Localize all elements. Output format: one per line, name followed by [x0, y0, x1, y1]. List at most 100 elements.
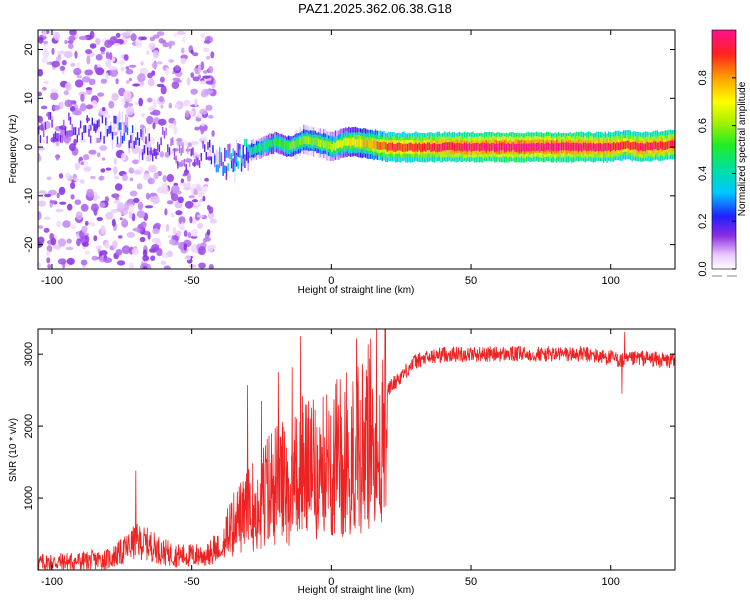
spectrogram-noise-blob [86, 188, 94, 198]
spectrogram-ridge-cell [334, 142, 337, 151]
spectrogram-ridge-cell [673, 140, 675, 149]
spectrogram-ridge-cell [403, 143, 405, 152]
spectrogram-noise-blob [183, 101, 191, 107]
spectrogram-ridge-cell [252, 146, 254, 155]
spectrogram-noise-blob [149, 111, 157, 116]
spectrogram-ridge-cell [264, 141, 266, 150]
spectrogram-ridge-cell [520, 143, 523, 152]
spectrogram-noise-blob [125, 80, 130, 84]
spectrogram-ridge-cell [138, 137, 140, 146]
spectrogram-ridge-cell [260, 143, 263, 152]
spectrogram-noise-blob [41, 105, 48, 110]
spectrogram-ridge-cell [41, 123, 43, 131]
bottom-y-tick-label: 3000 [23, 342, 35, 366]
spectrogram-noise-blob [38, 147, 46, 151]
spectrogram-ridge-cell [455, 143, 457, 151]
spectrogram-noise-blob [142, 249, 148, 257]
spectrogram-ridge-cell [155, 151, 157, 160]
spectrogram-ridge-cell [425, 143, 427, 152]
colorbar-label: Normalized spectral amplitude [737, 81, 748, 216]
spectrogram-noise-blob [148, 164, 157, 173]
spectrogram-ridge-cell [212, 151, 214, 166]
spectrogram-ridge-cell [147, 127, 149, 142]
spectrogram-noise-blob [202, 70, 208, 74]
spectrogram-ridge-cell [395, 144, 397, 152]
spectrogram-noise-blob [115, 32, 121, 38]
spectrogram-ridge-cell [304, 136, 306, 145]
spectrogram-ridge-cell [545, 142, 548, 151]
spectrogram-noise-blob [70, 181, 76, 190]
spectrogram-noise-blob [165, 67, 169, 76]
spectrogram-ridge-cell [636, 142, 638, 151]
spectrogram-ridge-cell [381, 142, 383, 150]
spectrogram-ridge-cell [487, 142, 489, 151]
spectrogram-noise-blob [94, 137, 102, 143]
bottom-x-tick-label: 0 [328, 576, 334, 588]
spectrogram-ridge-cell [259, 144, 261, 153]
spectrogram-noise-blob [122, 174, 128, 182]
spectrogram-noise-blob [203, 47, 210, 52]
spectrogram-ridge-cell [463, 142, 466, 151]
spectrogram-noise-blob [128, 167, 135, 174]
spectrogram-noise-blob [186, 173, 191, 182]
spectrogram-noise-blob [38, 190, 47, 195]
spectrogram-ridge-cell [438, 143, 440, 152]
spectrogram-ridge-cell [301, 137, 303, 145]
spectrogram-frame [37, 29, 676, 270]
spectrogram-noise-blob [208, 264, 214, 269]
spectrogram-ridge-cell [140, 129, 142, 137]
spectrogram-ridge-cell [488, 143, 491, 152]
spectrogram-noise-blob [142, 266, 148, 269]
spectrogram-ridge-cell [245, 139, 248, 147]
spectrogram-noise-blob [185, 158, 193, 163]
spectrogram-ridge-cell [170, 138, 172, 146]
spectrogram-ridge-cell [485, 143, 487, 152]
bottom-x-tick-label: -50 [184, 576, 200, 588]
spectrogram-noise-blob [180, 178, 185, 184]
spectrogram-ridge-cell [621, 141, 623, 150]
colorbar-tick-label: 0.2 [697, 214, 709, 229]
spectrogram-noise-blob [89, 30, 95, 39]
spectrogram-noise-blob [51, 47, 55, 55]
spectrogram-noise-blob [146, 192, 150, 200]
spectrogram-ridge-cell [661, 142, 663, 150]
spectrogram-ridge-cell [519, 143, 521, 152]
spectrogram-noise-blob [81, 225, 88, 234]
spectrogram-ridge-cell [311, 138, 313, 146]
spectrogram-noise-blob [91, 255, 99, 261]
spectrogram-noise-blob [67, 203, 73, 211]
spectrogram-ridge-cell [133, 140, 135, 149]
spectrogram-noise-blob [61, 60, 67, 66]
spectrogram-noise-blob [38, 211, 42, 221]
spectrogram-ridge-cell [95, 131, 97, 145]
colorbar: 0.0 0.2 0.4 0.6 0.8 [697, 29, 737, 277]
spectrogram-noise-blob [46, 176, 52, 181]
spectrogram-noise-blob [161, 183, 168, 190]
bottom-y-tick-label: 2000 [23, 414, 35, 438]
spectrogram-ridge-cell [69, 116, 72, 125]
top-y-tick-label: -10 [23, 188, 35, 204]
spectrogram-ridge-cell [364, 138, 367, 147]
spectrogram-ridge-cell [333, 141, 335, 150]
spectrogram-noise-blob [121, 245, 131, 255]
spectrogram-ridge-cell [624, 141, 627, 150]
spectrogram-ridge-cell [586, 143, 588, 152]
spectrogram-noise-blob [83, 166, 92, 173]
spectrogram-noise-blob [209, 218, 218, 224]
spectrogram-noise-blob [57, 258, 67, 265]
spectrogram-ridge-cell [215, 164, 218, 173]
spectrogram-noise-blob [174, 64, 180, 71]
spectrogram-noise-blob [210, 51, 215, 59]
spectrogram-ridge-cell [643, 143, 645, 152]
spectrogram-noise-blob [84, 250, 90, 256]
spectrogram-ridge-cell [604, 143, 606, 151]
spectrogram-noise-blob [68, 43, 74, 50]
spectrogram-noise-blob [118, 235, 123, 239]
spectrogram-noise-blob [197, 64, 202, 73]
spectrogram-noise-blob [38, 68, 43, 77]
spectrogram-ridge-cell [244, 138, 246, 147]
bottom-x-tick-label: 100 [602, 576, 620, 588]
spectrogram-noise-blob [164, 208, 168, 216]
